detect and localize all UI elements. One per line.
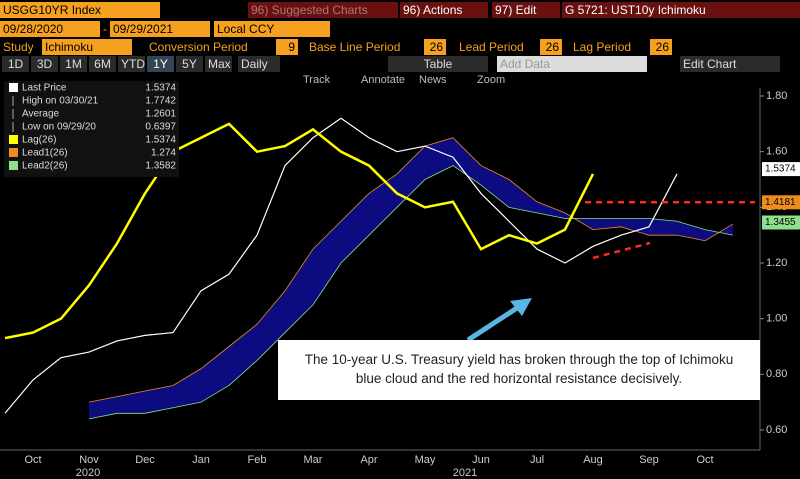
lag[interactable]: 26	[650, 39, 672, 55]
legend-label: Average	[22, 109, 60, 120]
legend-value: 1.274	[151, 148, 176, 159]
series-line	[4, 117, 678, 414]
y-tick-label: 0.80	[766, 368, 787, 380]
y-tick-label: 1.60	[766, 146, 787, 158]
legend-value: 1.5374	[145, 135, 176, 146]
x-tick-label: Mar	[304, 454, 323, 466]
series-line	[88, 165, 734, 420]
range-button[interactable]: 6M	[89, 56, 116, 72]
tool-button[interactable]: Annotate	[361, 74, 406, 86]
start-date[interactable]: 09/28/2020	[0, 21, 100, 37]
series-line	[4, 122, 595, 340]
legend-label: Lead1(26)	[22, 148, 68, 159]
edit[interactable]: 97) Edit	[492, 2, 560, 18]
dash: -	[103, 22, 107, 36]
y-tick-label: 1.80	[766, 90, 787, 102]
legend-swatch	[9, 135, 18, 144]
y-tick-label: 1.00	[766, 313, 787, 325]
legend-swatch	[9, 148, 18, 157]
arrow-head	[510, 298, 532, 316]
legend-label: Low on 09/29/20	[22, 122, 96, 133]
support-line	[592, 241, 651, 260]
cloud	[89, 137, 733, 419]
base[interactable]: 26	[424, 39, 446, 55]
frequency[interactable]: Daily	[238, 56, 280, 72]
y-tick-label: 1.20	[766, 257, 787, 269]
value-tag	[762, 162, 800, 177]
tool-button[interactable]: Track	[303, 74, 331, 86]
chart-id: G 5721: UST10y Ichimoku	[562, 2, 800, 18]
legend-label: Last Price	[22, 83, 67, 94]
value-tag	[762, 215, 800, 230]
conversion-label: Conversion Period	[149, 40, 248, 54]
x-tick-label: Jan	[192, 454, 210, 466]
edit-chart[interactable]: Edit Chart	[680, 56, 780, 72]
value-tag-label: 1.3455	[765, 217, 796, 228]
legend-value: 1.7742	[145, 96, 176, 107]
year-label: 2021	[453, 467, 477, 479]
actions[interactable]: 96) Actions	[400, 2, 488, 18]
table-button[interactable]: Table	[388, 56, 488, 72]
legend-value: 0.6397	[145, 122, 176, 133]
legend-swatch	[9, 161, 18, 170]
suggested[interactable]: 96) Suggested Charts	[248, 2, 398, 18]
range-button[interactable]: Max	[205, 56, 232, 72]
range-button[interactable]: 5Y	[176, 56, 203, 72]
y-tick-label: 0.60	[766, 424, 787, 436]
range-button[interactable]: 1M	[60, 56, 87, 72]
series-line	[88, 137, 734, 403]
study[interactable]: Ichimoku	[42, 39, 132, 55]
tool-button[interactable]: News	[419, 74, 447, 86]
end-date[interactable]: 09/29/2021	[110, 21, 210, 37]
legend-swatch	[9, 83, 18, 92]
x-tick-label: May	[415, 454, 436, 466]
x-tick-label: Jul	[530, 454, 544, 466]
range-button[interactable]: 3D	[31, 56, 58, 72]
legend-label: Lead2(26)	[22, 161, 68, 172]
x-tick-label: Feb	[248, 454, 267, 466]
annotation: The 10-year U.S. Treasury yield has brok…	[278, 340, 760, 400]
lead[interactable]: 26	[540, 39, 562, 55]
x-tick-label: Sep	[639, 454, 659, 466]
x-tick-label: Aug	[583, 454, 603, 466]
legend-value: 1.5374	[145, 83, 176, 94]
legend-label: Lag(26)	[22, 135, 56, 146]
x-tick-label: Jun	[472, 454, 490, 466]
value-tag-label: 1.4181	[765, 197, 796, 208]
legend-bg	[4, 81, 179, 177]
value-tag-label: 1.5374	[765, 164, 796, 175]
legend-label: High on 03/30/21	[22, 96, 99, 107]
tool-button[interactable]: Zoom	[477, 74, 506, 86]
legend-value: 1.3582	[145, 161, 176, 172]
x-tick-label: Oct	[696, 454, 713, 466]
x-tick-label: Apr	[360, 454, 377, 466]
arrow	[466, 303, 522, 343]
currency[interactable]: Local CCY	[214, 21, 330, 37]
x-tick-label: Nov	[79, 454, 99, 466]
legend-value: 1.2601	[145, 109, 176, 120]
conversion[interactable]: 9	[276, 39, 298, 55]
value-tag	[762, 195, 800, 210]
range-button[interactable]: 1D	[2, 56, 29, 72]
add-data[interactable]: Add Data	[497, 56, 647, 72]
study-label: Study	[3, 40, 34, 54]
x-tick-label: Dec	[135, 454, 155, 466]
range-button[interactable]: 1Y	[147, 56, 174, 72]
lag-label: Lag Period	[573, 40, 632, 54]
x-tick-label: Oct	[24, 454, 41, 466]
lead-label: Lead Period	[459, 40, 524, 54]
base-label: Base Line Period	[309, 40, 401, 54]
ticker[interactable]: USGG10YR Index	[0, 2, 160, 18]
year-label: 2020	[76, 467, 100, 479]
range-button[interactable]: YTD	[118, 56, 145, 72]
